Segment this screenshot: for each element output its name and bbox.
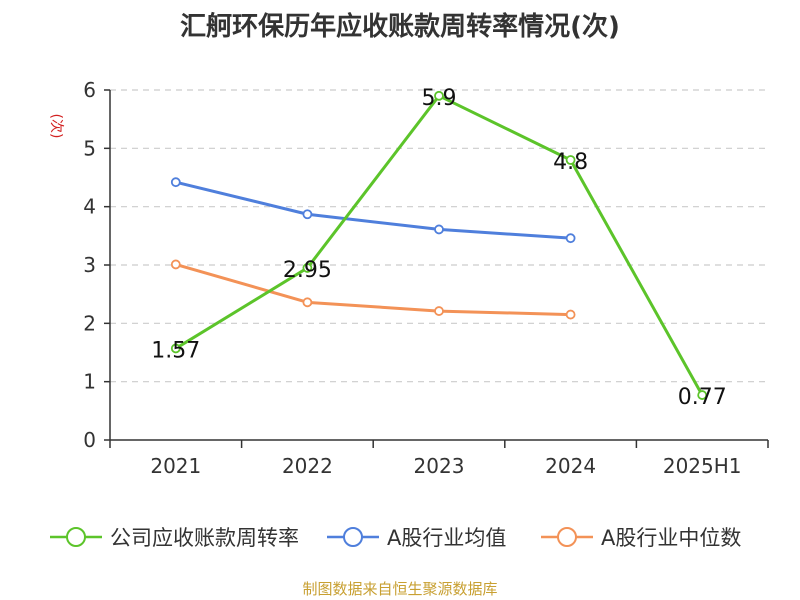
y-axis-title: (次) [48, 114, 64, 139]
y-tick-label: 4 [83, 195, 96, 219]
data-point [434, 306, 444, 316]
data-point [565, 155, 576, 165]
data-point [302, 297, 313, 308]
y-tick-label: 5 [83, 136, 96, 160]
y-tick-label: 0 [83, 428, 96, 452]
data-point [302, 263, 313, 273]
source-note: 制图数据来自恒生聚源数据库 [302, 580, 498, 598]
y-tick-label: 1 [83, 370, 96, 394]
data-point [170, 177, 181, 188]
y-tick-label: 2 [83, 311, 96, 335]
data-point [302, 209, 313, 220]
data-point [170, 259, 181, 270]
data-label: 1.57 [151, 338, 200, 363]
legend-label: A股行业均值 [387, 526, 506, 550]
legend-marker [557, 527, 577, 547]
data-point [697, 390, 708, 400]
x-tick-label: 2024 [545, 454, 596, 478]
data-point [434, 224, 444, 235]
legend-label: 公司应收账款周转率 [110, 526, 299, 550]
legend-marker [66, 527, 86, 547]
data-point [434, 90, 444, 101]
x-tick-label: 2022 [282, 454, 333, 478]
chart-title: 汇舸环保历年应收账款周转率情况(次) [180, 12, 620, 42]
series-line [175, 94, 704, 396]
data-label: 5.9 [422, 86, 457, 111]
data-label: 0.77 [678, 385, 727, 410]
data-point [565, 309, 576, 320]
x-tick-label: 2021 [150, 454, 201, 478]
y-tick-label: 6 [83, 78, 96, 102]
x-tick-label: 2023 [414, 454, 465, 478]
data-label: 2.95 [283, 258, 332, 283]
data-label: 4.8 [553, 150, 588, 175]
data-point [565, 233, 576, 244]
x-tick-label: 2025H1 [663, 454, 742, 478]
y-tick-label: 3 [83, 253, 96, 277]
series-line [175, 262, 571, 317]
legend-marker [343, 527, 363, 547]
legend-label: A股行业中位数 [601, 526, 741, 550]
data-point [170, 343, 181, 354]
series-line [175, 180, 571, 240]
